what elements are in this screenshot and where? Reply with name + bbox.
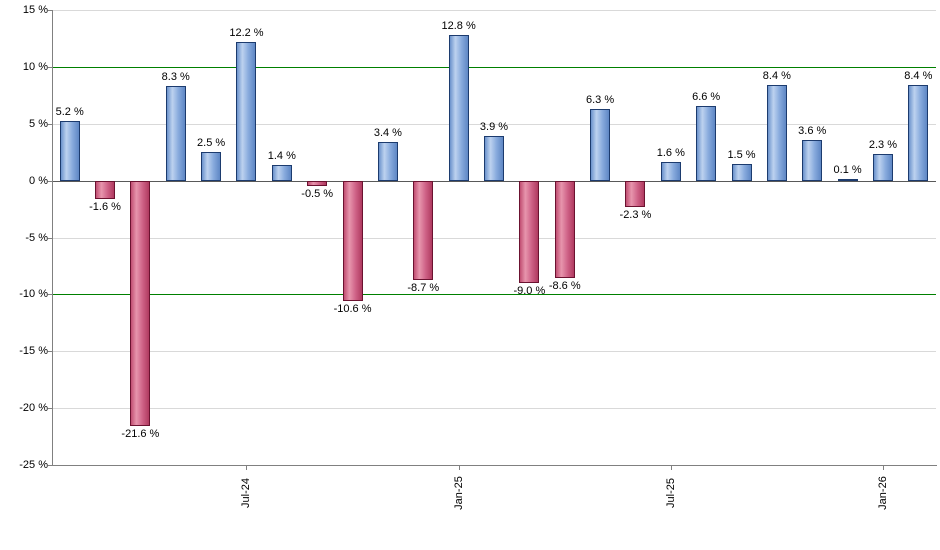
gridline <box>52 408 936 410</box>
y-tick-label: 5 % <box>29 117 48 130</box>
bar-value-label: 8.4 % <box>762 70 791 83</box>
bar-10 <box>413 180 434 280</box>
bar-value-label: -0.5 % <box>301 188 334 201</box>
x-axis-line <box>52 465 937 466</box>
y-tick-mark <box>48 351 52 353</box>
reference-line <box>52 66 936 68</box>
bar-23 <box>872 154 893 181</box>
bar-value-label: 6.6 % <box>692 90 721 103</box>
y-tick-label: 0 % <box>29 174 48 187</box>
bar-value-label: -1.6 % <box>89 200 121 213</box>
x-tick-label: Jan-26 <box>876 476 889 510</box>
y-tick-label: -20 % <box>19 402 48 415</box>
y-tick-mark <box>48 10 52 11</box>
bar-21 <box>802 139 823 181</box>
bar-value-label: 3.4 % <box>373 126 402 139</box>
x-tick-mark <box>246 465 248 470</box>
bar-value-label: 12.8 % <box>441 20 476 33</box>
bar-value-label: -21.6 % <box>121 428 160 441</box>
bar-value-label: 2.5 % <box>197 137 226 150</box>
bar-value-label: 12.2 % <box>229 26 264 39</box>
bar-2 <box>130 180 151 427</box>
y-tick-mark <box>48 180 52 182</box>
bar-13 <box>519 180 540 283</box>
gridline <box>52 237 936 239</box>
x-tick-label: Jan-25 <box>452 476 465 510</box>
bar-3 <box>165 86 186 181</box>
y-tick-mark <box>48 66 52 68</box>
bar-value-label: 0.1 % <box>833 164 862 177</box>
bar-18 <box>696 105 717 181</box>
bar-4 <box>201 152 222 181</box>
bar-value-label: 3.6 % <box>798 124 827 137</box>
bar-value-label: -2.3 % <box>619 208 652 221</box>
y-tick-mark <box>48 408 52 410</box>
y-tick-mark <box>48 294 52 296</box>
bar-5 <box>236 41 257 181</box>
bar-15 <box>590 108 611 181</box>
bar-value-label: -10.6 % <box>333 303 372 316</box>
bar-value-label: 8.4 % <box>904 70 933 83</box>
bar-19 <box>731 163 752 181</box>
y-tick-label: -5 % <box>25 231 48 244</box>
bar-14 <box>554 180 575 279</box>
y-tick-label: 15 % <box>22 4 48 16</box>
bar-24 <box>908 85 929 181</box>
bar-value-label: 1.4 % <box>267 149 296 162</box>
y-tick-label: -10 % <box>19 288 48 301</box>
gridline <box>52 123 936 125</box>
bar-value-label: 1.5 % <box>727 148 756 161</box>
bar-12 <box>484 136 504 181</box>
bar-9 <box>377 141 398 181</box>
reference-line <box>52 294 936 296</box>
x-tick-label: Jul-24 <box>240 478 253 508</box>
y-axis-line <box>52 10 53 466</box>
bar-value-label: -8.6 % <box>548 280 581 293</box>
x-tick-mark <box>458 465 460 470</box>
bar-value-label: 2.3 % <box>868 139 898 152</box>
bar-value-label: -8.7 % <box>407 281 440 294</box>
bar-17 <box>660 162 681 181</box>
bar-16 <box>625 180 646 207</box>
y-tick-label: -25 % <box>19 459 48 471</box>
y-tick-mark <box>48 465 52 466</box>
bar-0 <box>59 121 80 181</box>
bar-11 <box>448 35 469 181</box>
bar-20 <box>766 85 787 181</box>
bar-value-label: 5.2 % <box>55 106 84 119</box>
bar-value-label: 3.9 % <box>479 121 509 134</box>
gridline <box>52 351 936 353</box>
bar-value-label: 8.3 % <box>161 71 190 84</box>
gridline <box>52 10 936 11</box>
y-tick-label: 10 % <box>22 60 48 73</box>
bar-22 <box>837 179 858 182</box>
x-tick-mark <box>882 465 884 470</box>
y-tick-mark <box>48 123 52 125</box>
x-tick-mark <box>670 465 672 470</box>
y-tick-mark <box>48 237 52 239</box>
plot-area: 5.2 % -1.6 % -21.6 % 8.3 % 2.5 % 12.2 % 1.4 % -… <box>52 10 936 466</box>
bar-value-label: -9.0 % <box>513 285 546 297</box>
zero-line <box>52 180 936 182</box>
bar-7 <box>307 180 328 187</box>
x-tick-label: Jul-25 <box>664 478 677 508</box>
y-tick-label: -15 % <box>19 345 48 358</box>
bar-1 <box>95 180 116 199</box>
bar-value-label: 6.3 % <box>586 93 615 106</box>
bar-6 <box>271 164 292 181</box>
bar-value-label: 1.6 % <box>656 147 685 160</box>
bar-8 <box>342 180 363 302</box>
